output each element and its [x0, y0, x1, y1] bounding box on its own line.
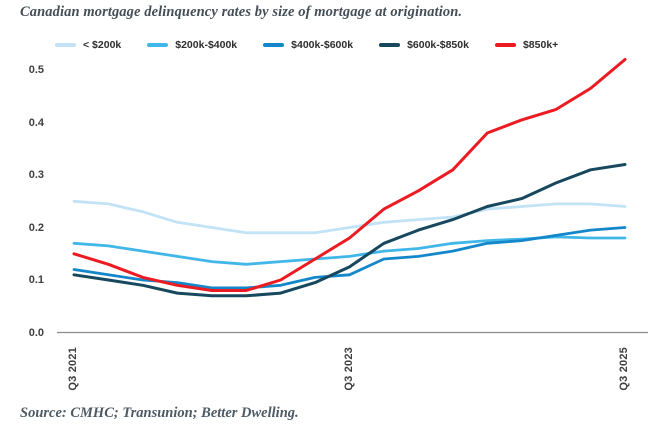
series-line-1 — [72, 235, 627, 266]
y-tick-label: 0.5 — [28, 64, 44, 76]
legend-swatch-icon — [494, 43, 516, 47]
chart-title: Canadian mortgage delinquency rates by s… — [20, 4, 463, 20]
legend-swatch-icon — [147, 43, 169, 47]
legend-item-4: $850k+ — [494, 39, 559, 51]
legend-swatch-icon — [379, 43, 401, 47]
legend-item-3: $600k-$850k — [379, 39, 469, 51]
legend-item-2: $400k-$600k — [263, 39, 353, 51]
y-tick-label: 0.2 — [28, 221, 44, 234]
y-tick-label: 0.3 — [28, 169, 44, 181]
legend-swatch-icon — [55, 43, 76, 47]
chart-legend: < $200k $200k-$400k $400k-$600k $600k-$850k… — [55, 39, 558, 51]
legend-item-1: $200k-$400k — [147, 39, 237, 51]
x-tick-label: Q3 2023 — [342, 347, 355, 391]
x-tick-label: Q3 2025 — [618, 347, 630, 391]
legend-label: $600k-$850k — [407, 39, 469, 51]
legend-label: $200k-$400k — [175, 39, 238, 51]
x-tick-label: Q3 2021 — [67, 347, 79, 391]
y-tick-label: 0.0 — [28, 326, 44, 339]
series-line-4 — [72, 58, 627, 292]
legend-label: < $200k — [83, 39, 122, 51]
y-tick-label: 0.1 — [28, 274, 44, 286]
legend-label: $400k-$600k — [291, 39, 354, 51]
series-line-3 — [72, 163, 627, 298]
y-tick-label: 0.4 — [28, 116, 44, 129]
legend-swatch-icon — [263, 43, 285, 47]
legend-item-0: < $200k — [55, 39, 121, 51]
series-line-0 — [72, 199, 627, 235]
source-note: Source: CMHC; Transunion; Better Dwellin… — [20, 405, 299, 421]
legend-label: $850k+ — [522, 39, 559, 51]
